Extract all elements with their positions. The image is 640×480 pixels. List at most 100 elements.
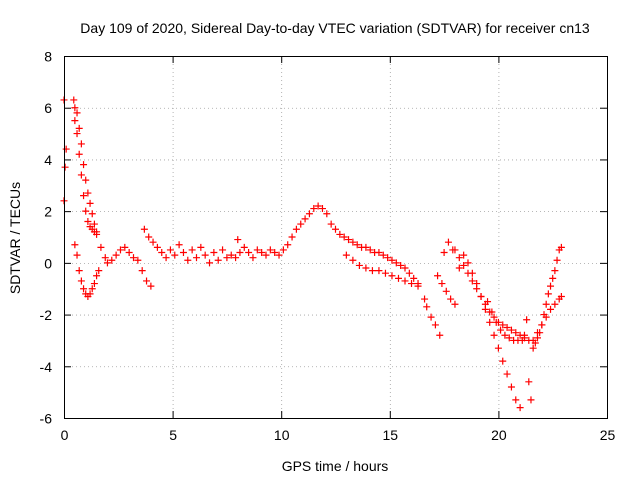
- data-point-marker: [353, 241, 361, 249]
- data-point-marker: [460, 251, 468, 259]
- data-point-marker: [423, 303, 431, 311]
- data-point-marker: [71, 241, 79, 249]
- data-point-marker: [292, 225, 300, 233]
- data-point-marker: [375, 249, 383, 257]
- data-point-marker: [147, 282, 155, 290]
- data-point-marker: [179, 249, 187, 257]
- data-point-marker: [544, 290, 552, 298]
- data-point-marker: [253, 246, 261, 254]
- data-point-marker: [408, 280, 416, 288]
- data-point-marker: [525, 336, 533, 344]
- data-point-marker: [271, 249, 279, 257]
- data-point-marker: [444, 238, 452, 246]
- data-point-marker: [153, 243, 161, 251]
- data-point-marker: [392, 259, 400, 267]
- data-point-marker: [297, 220, 305, 228]
- data-point-marker: [542, 300, 550, 308]
- data-point-marker: [523, 316, 531, 324]
- data-point-marker: [192, 254, 200, 262]
- data-point-marker: [557, 243, 565, 251]
- data-point-marker: [86, 199, 94, 207]
- data-point-marker: [501, 331, 509, 339]
- data-point-marker: [499, 357, 507, 365]
- data-point-marker: [75, 124, 83, 132]
- data-point-marker: [80, 161, 88, 169]
- data-point-marker: [490, 313, 498, 321]
- data-point-marker: [527, 396, 535, 404]
- data-point-marker: [245, 249, 253, 257]
- data-point-marker: [503, 370, 511, 378]
- data-point-marker: [553, 256, 561, 264]
- data-point-marker: [455, 254, 463, 262]
- data-point-marker: [436, 331, 444, 339]
- data-point-marker: [73, 251, 81, 259]
- data-point-marker: [158, 249, 166, 257]
- data-point-marker: [401, 277, 409, 285]
- grid-lines: [64, 56, 607, 418]
- data-point-marker: [362, 264, 370, 272]
- chart-title: Day 109 of 2020, Sidereal Day-to-day VTE…: [80, 20, 590, 36]
- data-point-marker: [442, 287, 450, 295]
- data-point-marker: [460, 261, 468, 269]
- x-tick-label: 20: [491, 427, 507, 443]
- data-point-marker: [82, 207, 90, 215]
- data-point-marker: [516, 404, 524, 412]
- data-point-marker: [162, 254, 170, 262]
- data-point-marker: [507, 326, 515, 334]
- data-point-marker: [112, 251, 120, 259]
- data-point-marker: [262, 251, 270, 259]
- data-point-marker: [143, 277, 151, 285]
- data-point-marker: [388, 256, 396, 264]
- data-point-marker: [525, 378, 533, 386]
- data-point-marker: [405, 269, 413, 277]
- data-point-marker: [533, 329, 541, 337]
- data-point-marker: [103, 259, 111, 267]
- data-point-marker: [455, 264, 463, 272]
- data-point-marker: [310, 205, 318, 213]
- data-point-marker: [549, 274, 557, 282]
- data-point-marker: [61, 163, 69, 171]
- data-point-marker: [355, 261, 363, 269]
- data-point-marker: [84, 189, 92, 197]
- data-point-marker: [86, 290, 94, 298]
- y-tick-label: 4: [44, 152, 52, 168]
- data-point-marker: [73, 130, 81, 138]
- data-point-marker: [197, 243, 205, 251]
- data-point-marker: [468, 277, 476, 285]
- data-point-marker: [375, 267, 383, 275]
- data-point-marker: [305, 210, 313, 218]
- data-point-marker: [503, 324, 511, 331]
- data-point-marker: [366, 246, 374, 254]
- data-point-marker: [188, 246, 196, 254]
- data-point-marker: [77, 277, 85, 285]
- x-axis-label: GPS time / hours: [282, 458, 389, 474]
- data-point-marker: [512, 329, 520, 337]
- x-tick-label: 15: [383, 427, 399, 443]
- data-point-marker: [494, 318, 502, 326]
- data-point-marker: [431, 321, 439, 329]
- data-point-marker: [284, 241, 292, 249]
- data-point-marker: [101, 254, 109, 262]
- data-point-marker: [219, 246, 227, 254]
- x-tick-label: 5: [169, 427, 177, 443]
- y-tick-label: -6: [40, 411, 53, 427]
- data-point-marker: [464, 269, 472, 277]
- data-point-marker: [77, 140, 85, 148]
- data-point-marker: [323, 210, 331, 218]
- x-tick-label: 25: [600, 427, 616, 443]
- data-point-marker: [388, 272, 396, 280]
- data-point-marker: [362, 243, 370, 251]
- data-point-marker: [71, 117, 79, 125]
- data-points: [60, 96, 565, 412]
- data-point-marker: [121, 243, 129, 251]
- data-point-marker: [473, 285, 481, 293]
- data-point-marker: [125, 249, 133, 257]
- y-tick-label: -2: [40, 307, 53, 323]
- data-point-marker: [166, 246, 174, 254]
- data-point-marker: [175, 241, 183, 249]
- data-point-marker: [451, 300, 459, 308]
- data-point-marker: [318, 205, 326, 213]
- data-point-marker: [481, 300, 489, 308]
- data-point-marker: [84, 217, 92, 225]
